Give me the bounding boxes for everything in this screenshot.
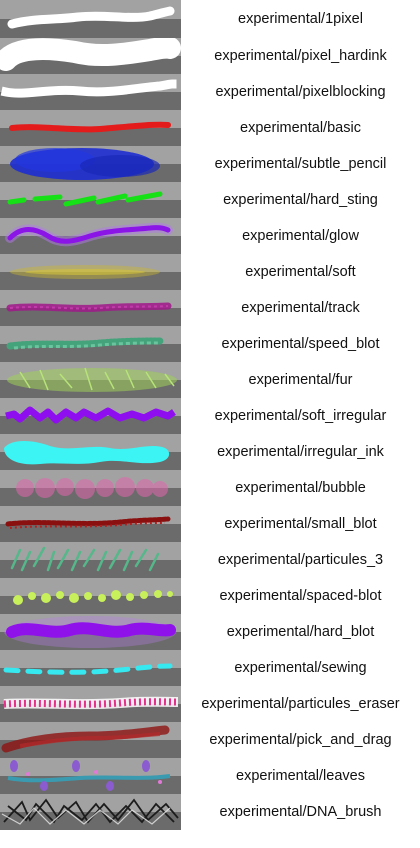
brush-name: experimental/DNA_brush [181,794,420,830]
stroke-irregular-ink-icon [4,441,170,465]
stroke-small-blot-preview [0,506,181,542]
brush-row-soft[interactable]: experimental/soft [0,254,420,290]
brush-name: experimental/speed_blot [181,326,420,362]
brush-name: experimental/soft_irregular [181,398,420,434]
brush-row-bubble[interactable]: experimental/bubble [0,470,420,506]
brush-name: experimental/soft [181,254,420,290]
stroke-hard-blot-preview [0,614,181,650]
stroke-spaced-blot-preview [0,578,181,614]
brush-row-dna-brush[interactable]: experimental/DNA_brush [0,794,420,830]
brush-row-track[interactable]: experimental/track [0,290,420,326]
stroke-dna-brush-icon [1,798,179,825]
stroke-bubble-icon [16,477,168,499]
brush-name: experimental/particules_eraser [181,686,420,722]
brush-row-fur[interactable]: experimental/fur [0,362,420,398]
stroke-irregular-ink-preview [0,434,181,470]
brush-row-sewing[interactable]: experimental/sewing [0,650,420,686]
stroke-small-blot-icon [5,516,171,529]
stroke-particules-3-icon [10,546,160,572]
stroke-bubble-preview [0,470,181,506]
stroke-fur-preview [0,362,181,398]
brush-row-basic[interactable]: experimental/basic [0,110,420,146]
stroke-soft-irregular-preview [0,398,181,434]
brush-name: experimental/pixel_hardink [181,38,420,74]
brush-name: experimental/spaced-blot [181,578,420,614]
brush-name: experimental/leaves [181,758,420,794]
stroke-hard-sting-icon [7,191,163,207]
stroke-soft-irregular-icon [5,406,176,424]
stroke-hard-sting-preview [0,182,181,218]
stroke-fur-icon [7,367,177,392]
brush-row-leaves[interactable]: experimental/leaves [0,758,420,794]
brush-name: experimental/track [181,290,420,326]
brush-row-irregular-ink[interactable]: experimental/irregular_ink [0,434,420,470]
stroke-basic-preview [0,110,181,146]
stroke-particules-eraser-preview [0,686,181,722]
stroke-speed-blot-icon [6,337,164,350]
brush-name: experimental/subtle_pencil [181,146,420,182]
stroke-leaves-icon [7,760,171,791]
brush-name: experimental/sewing [181,650,420,686]
brush-name: experimental/hard_blot [181,614,420,650]
stroke-speed-blot-preview [0,326,181,362]
brush-name: experimental/particules_3 [181,542,420,578]
brush-name: experimental/basic [181,110,420,146]
brush-row-spaced-blot[interactable]: experimental/spaced-blot [0,578,420,614]
brush-name: experimental/glow [181,218,420,254]
stroke-subtle-pencil-icon [10,148,160,180]
brush-row-pick-and-drag[interactable]: experimental/pick_and_drag [0,722,420,758]
brush-name: experimental/1pixel [181,0,420,38]
stroke-track-preview [0,290,181,326]
brush-row-soft-irregular[interactable]: experimental/soft_irregular [0,398,420,434]
brush-row-particules-eraser[interactable]: experimental/particules_eraser [0,686,420,722]
brush-name: experimental/pixelblocking [181,74,420,110]
brush-name: experimental/small_blot [181,506,420,542]
stroke-soft-preview [0,254,181,290]
brush-row-small-blot[interactable]: experimental/small_blot [0,506,420,542]
stroke-hardink-preview [0,38,181,74]
brush-row-hard-sting[interactable]: experimental/hard_sting [0,182,420,218]
stroke-sewing-preview [0,650,181,686]
stroke-hard-blot-icon [4,616,176,648]
stroke-subtle-pencil-preview [0,146,181,182]
stroke-1pixel-preview [0,0,181,38]
stroke-pixelblocking-icon [0,79,177,98]
brush-name: experimental/irregular_ink [181,434,420,470]
stroke-1pixel-icon [7,6,175,29]
brush-row-1pixel[interactable]: experimental/1pixel [0,0,420,38]
stroke-soft-icon [10,265,160,279]
brush-row-particules-3[interactable]: experimental/particules_3 [0,542,420,578]
stroke-pixelblocking-preview [0,74,181,110]
brush-row-hard-blot[interactable]: experimental/hard_blot [0,614,420,650]
stroke-pick-and-drag-icon [1,725,170,753]
brush-row-speed-blot[interactable]: experimental/speed_blot [0,326,420,362]
stroke-sewing-icon [3,663,173,675]
brush-row-pixel-hardink[interactable]: experimental/pixel_hardink [0,38,420,74]
stroke-dna-brush-preview [0,794,181,830]
stroke-basic-icon [9,121,171,133]
stroke-pick-and-drag-preview [0,722,181,758]
stroke-leaves-preview [0,758,181,794]
brush-name: experimental/hard_sting [181,182,420,218]
brush-name: experimental/pick_and_drag [181,722,420,758]
stroke-glow-preview [0,218,181,254]
stroke-track-icon [6,302,172,312]
brush-name: experimental/bubble [181,470,420,506]
stroke-particules-eraser-icon [3,696,179,710]
brush-row-glow[interactable]: experimental/glow [0,218,420,254]
stroke-glow-icon [5,222,173,247]
brush-row-pixelblocking[interactable]: experimental/pixelblocking [0,74,420,110]
brush-name: experimental/fur [181,362,420,398]
stroke-spaced-blot-icon [13,590,173,605]
stroke-particules-3-preview [0,542,181,578]
brush-row-subtle-pencil[interactable]: experimental/subtle_pencil [0,146,420,182]
stroke-hardink-icon [0,38,181,71]
